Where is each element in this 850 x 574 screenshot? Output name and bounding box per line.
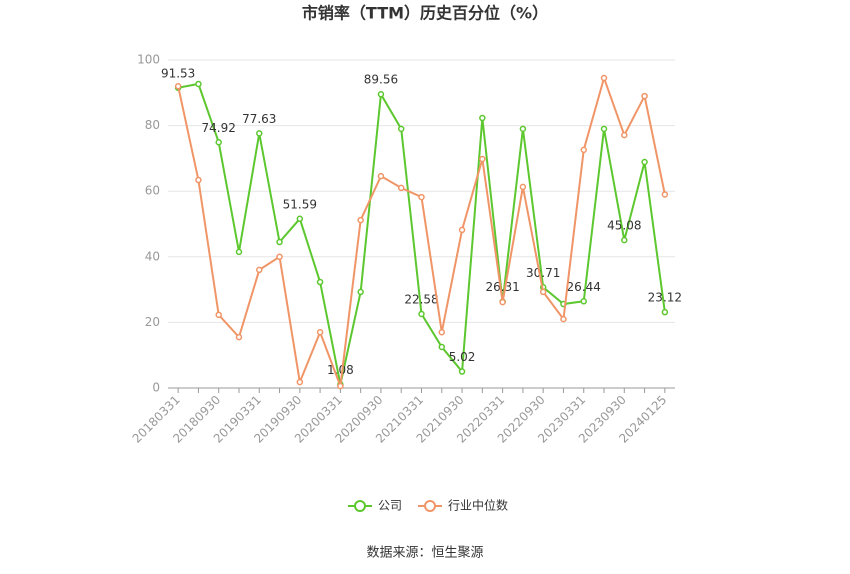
y-tick-label: 60 bbox=[145, 184, 160, 198]
legend-marker bbox=[424, 500, 437, 512]
point bbox=[458, 226, 466, 234]
y-tick-label: 0 bbox=[152, 381, 160, 395]
data-label: 22.58 bbox=[404, 292, 438, 306]
point bbox=[357, 216, 364, 224]
y-tick-label: 20 bbox=[145, 315, 160, 329]
legend-label: 行业中位数 bbox=[448, 498, 508, 513]
point bbox=[235, 333, 243, 341]
point bbox=[397, 125, 405, 133]
point bbox=[479, 114, 486, 122]
point bbox=[580, 298, 587, 305]
source: 数据来源：恒生聚源 bbox=[366, 546, 483, 561]
series-line bbox=[177, 82, 666, 385]
data-label: 30.71 bbox=[526, 266, 560, 280]
point bbox=[256, 130, 263, 137]
point bbox=[641, 158, 648, 166]
data-label: 91.53 bbox=[161, 66, 195, 80]
point bbox=[661, 191, 669, 198]
point bbox=[215, 311, 222, 319]
point bbox=[296, 378, 304, 386]
point bbox=[235, 248, 243, 256]
point bbox=[276, 253, 283, 261]
point bbox=[174, 82, 182, 90]
point bbox=[580, 146, 587, 154]
point bbox=[600, 74, 608, 82]
y-tick-label: 40 bbox=[145, 249, 160, 263]
point bbox=[418, 193, 425, 201]
point bbox=[276, 238, 283, 246]
point bbox=[560, 315, 567, 323]
point bbox=[519, 125, 527, 133]
point bbox=[195, 176, 202, 184]
point bbox=[377, 90, 385, 98]
point bbox=[479, 155, 486, 163]
point bbox=[397, 184, 405, 192]
point bbox=[418, 310, 425, 318]
point bbox=[539, 288, 547, 296]
point bbox=[499, 298, 506, 306]
data-label: 1.08 bbox=[327, 363, 354, 377]
point bbox=[458, 368, 466, 375]
y-tick-label: 100 bbox=[137, 53, 160, 67]
data-label: 74.92 bbox=[202, 121, 236, 135]
data-label: 26.31 bbox=[485, 280, 519, 294]
point bbox=[641, 92, 648, 100]
data-label: 26.44 bbox=[567, 280, 601, 294]
point bbox=[377, 172, 385, 180]
point bbox=[316, 328, 324, 336]
point bbox=[195, 80, 202, 88]
data-label: 89.56 bbox=[364, 73, 398, 87]
chart-title: 市销率（TTM）历史百分位（%） bbox=[302, 4, 548, 23]
point bbox=[438, 328, 446, 336]
point bbox=[661, 308, 669, 316]
point bbox=[519, 183, 527, 191]
data-label: 23.12 bbox=[648, 291, 682, 305]
data-label: 77.63 bbox=[242, 112, 276, 126]
point bbox=[296, 215, 304, 223]
point bbox=[215, 139, 222, 146]
point bbox=[316, 278, 324, 286]
point bbox=[337, 382, 344, 390]
point bbox=[621, 131, 628, 139]
data-label: 51.59 bbox=[283, 197, 317, 211]
legend-marker bbox=[354, 500, 366, 512]
point bbox=[357, 288, 364, 296]
data-label: 45.08 bbox=[607, 219, 641, 233]
legend-label: 公司 bbox=[378, 499, 402, 513]
data-label: 5.02 bbox=[449, 350, 476, 364]
point bbox=[256, 266, 263, 274]
point bbox=[621, 236, 628, 244]
y-tick-label: 80 bbox=[145, 118, 160, 132]
point bbox=[600, 125, 608, 133]
point bbox=[438, 343, 446, 351]
